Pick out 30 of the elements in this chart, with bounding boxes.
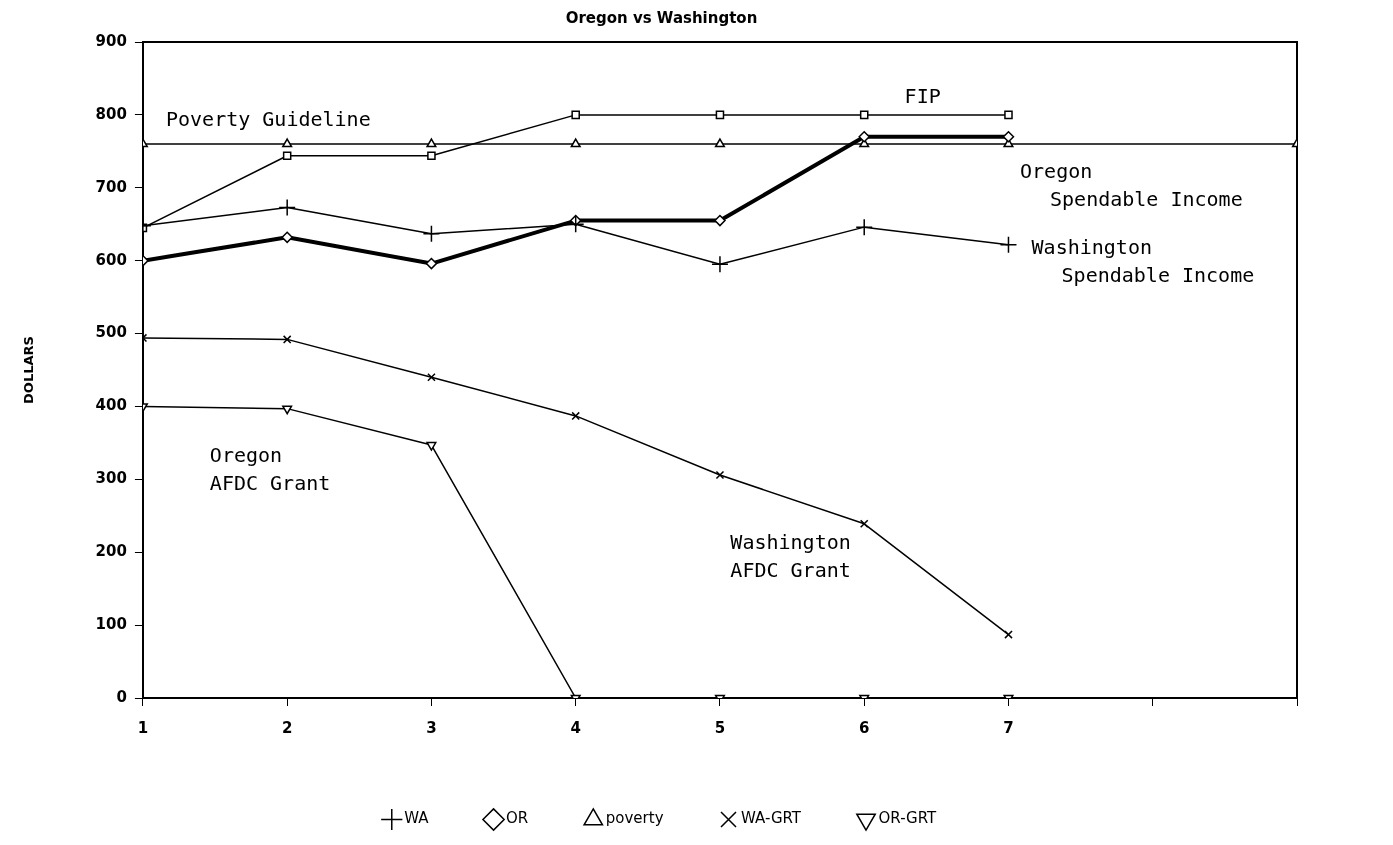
annotation: Washington AFDC Grant [730, 530, 851, 583]
annotation: FIP [904, 83, 941, 108]
x-tick-label: 6 [859, 718, 870, 737]
x-tick-label: 3 [426, 718, 437, 737]
y-tick-label: 300 [95, 469, 127, 488]
y-tick-label: 800 [95, 104, 127, 123]
y-tick-label: 900 [95, 31, 127, 50]
x-tick-label: 1 [137, 718, 149, 737]
y-tick-label: 0 [116, 687, 127, 706]
legend-label: OR [506, 809, 529, 828]
x-tick-label: 7 [1003, 718, 1014, 737]
y-tick-label: 700 [95, 177, 127, 196]
y-tick-label: 200 [95, 542, 127, 561]
x-tick-label: 5 [714, 718, 726, 737]
x-tick-label: 2 [281, 718, 293, 737]
annotation: Oregon Spendable Income [1020, 159, 1243, 212]
legend-label: OR-GRT [878, 809, 938, 828]
legend-label: WA [404, 809, 430, 828]
x-tick-label: 4 [570, 718, 581, 737]
annotation: Oregon AFDC Grant [209, 442, 331, 495]
chart-title: Oregon vs Washington [565, 8, 758, 27]
annotation: Washington Spendable Income [1031, 234, 1255, 287]
legend-label: poverty [605, 809, 664, 828]
annotation: Poverty Guideline [165, 106, 371, 131]
legend-label: WA-GRT [741, 809, 802, 828]
y-tick-label: 500 [95, 323, 127, 342]
y-tick-label: 100 [95, 615, 127, 633]
y-tick-label: 400 [95, 396, 127, 415]
y-tick-label: 600 [95, 250, 127, 269]
y-axis-title: DOLLARS [21, 336, 37, 404]
